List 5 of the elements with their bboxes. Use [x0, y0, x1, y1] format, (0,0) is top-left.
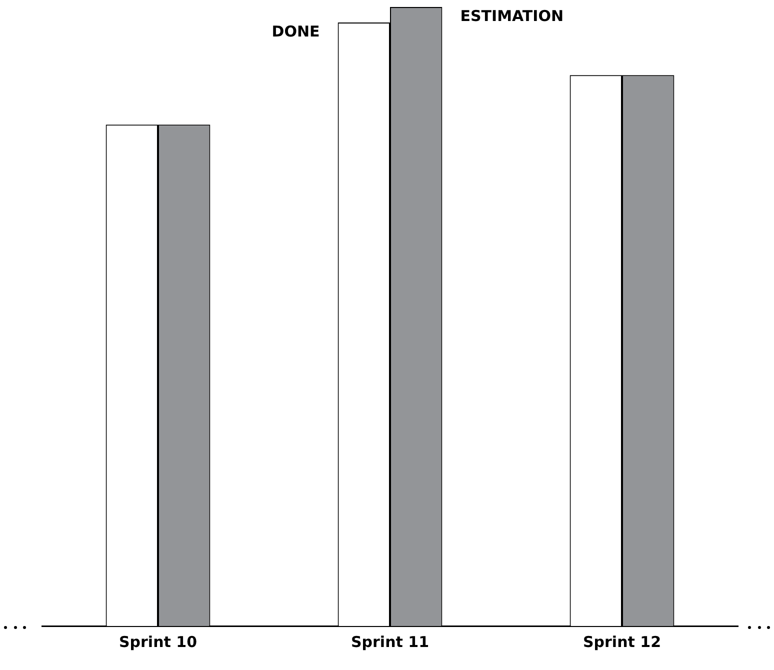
x-tick-label: Sprint 12 — [582, 632, 662, 651]
series-label: DONE — [272, 22, 320, 40]
series-label: ESTIMATION — [460, 6, 564, 25]
x-tick-label: Sprint 11 — [350, 632, 430, 651]
x-tick-label: Sprint 10 — [118, 632, 198, 651]
